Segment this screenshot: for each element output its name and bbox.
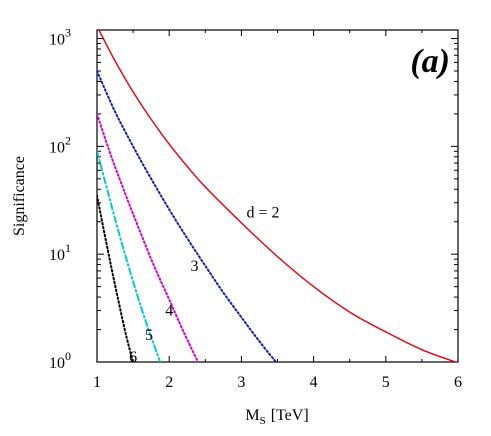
series-line-2 (98, 30, 458, 362)
series-line-6 (97, 194, 135, 362)
series-group (97, 30, 458, 362)
series-label: 6 (129, 349, 137, 366)
series-line-3 (97, 70, 278, 362)
series-labels: d = 2 3 456 (129, 204, 279, 366)
x-tick-label: 2 (165, 374, 173, 391)
panel-label: (a) (410, 43, 450, 80)
series-label: d = 2 (247, 204, 280, 221)
plot-frame (96, 29, 459, 363)
y-tick-label: 102 (49, 133, 71, 156)
series-line-4 (97, 112, 200, 362)
series-label: 4 (165, 302, 173, 319)
series-line-5 (97, 150, 162, 362)
y-tick-label: 101 (49, 241, 71, 264)
series-label: 3 (190, 258, 198, 275)
x-tick-label: 5 (382, 374, 390, 391)
y-tick-label: 100 (49, 349, 71, 372)
y-axis-title: Significance (11, 156, 28, 236)
x-axis-title: MS [TeV] (245, 407, 308, 427)
x-tick-label: 3 (237, 374, 245, 391)
series-label: 5 (145, 327, 153, 344)
x-tick-label: 4 (310, 374, 318, 391)
axis-ticks (96, 30, 459, 363)
y-tick-label: 103 (49, 26, 71, 49)
x-tick-label: 6 (454, 374, 462, 391)
x-tick-label: 1 (93, 374, 101, 391)
